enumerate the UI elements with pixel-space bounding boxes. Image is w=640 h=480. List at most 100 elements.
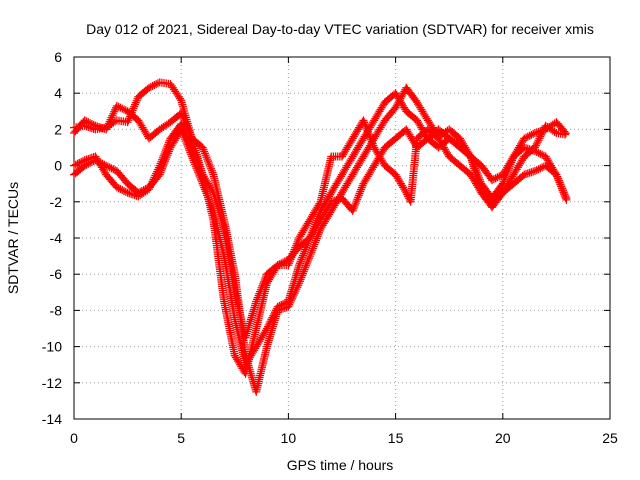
data-point [102,125,111,134]
data-point [131,98,140,107]
data-point [391,103,400,112]
data-point [78,157,87,166]
data-point [293,237,302,246]
data-point [559,188,568,197]
data-point [149,175,158,184]
data-point [159,151,168,160]
x-tick-label: 5 [177,430,185,446]
data-point [165,136,174,145]
data-point [132,96,141,105]
data-point [150,173,159,182]
data-point [397,92,406,101]
data-point [104,119,113,128]
data-point [369,141,378,150]
data-point [395,96,404,105]
data-point [71,160,80,169]
data-point [530,167,539,176]
data-point [178,121,187,130]
data-point [363,126,372,135]
data-point [103,123,112,132]
data-point [109,165,118,174]
data-point [195,162,204,171]
data-point [308,246,317,255]
data-point [87,119,96,128]
data-point [105,163,114,172]
data-point [300,247,309,256]
data-point [364,127,373,136]
data-point [261,326,270,335]
data-point [103,121,112,130]
data-point [560,190,569,199]
data-point [352,197,361,206]
data-point [527,130,536,139]
data-point [190,149,199,158]
data-point [262,324,271,333]
data-point [532,139,541,148]
data-point [301,263,310,272]
x-axis: 0 5 10 15 20 25 [70,57,618,446]
y-tick-label: -10 [42,339,62,355]
data-point [306,250,315,259]
data-point [70,161,78,170]
data-point [533,138,542,147]
data-point [351,199,360,208]
data-point [148,81,157,90]
data-point [364,129,373,138]
data-point [179,125,188,134]
data-point [180,127,189,136]
data-point [531,141,540,150]
data-point [186,139,195,148]
data-point [311,236,320,245]
data-point [305,252,314,261]
data-point [109,109,118,118]
data-point [185,137,194,146]
data-point [522,133,531,142]
series-track-3 [70,121,569,369]
data-point [269,311,278,320]
data-point [147,179,156,188]
data-point [110,107,119,116]
y-tick-label: -8 [50,302,63,318]
y-tick-label: 0 [54,158,62,174]
data-point [105,117,114,126]
data-point [158,153,167,162]
data-point [201,151,210,160]
data-point [121,187,130,196]
data-point [123,118,132,127]
data-point [153,165,162,174]
data-point [178,123,187,132]
data-point [162,144,171,153]
data-point [534,148,543,157]
data-point [161,146,170,155]
data-point [179,114,188,123]
data-point [270,310,279,319]
data-point [181,129,190,138]
data-point [392,101,401,110]
data-point [77,157,86,166]
data-point [560,130,569,139]
data-point [356,187,365,196]
data-point [196,164,205,173]
data-point [118,186,127,195]
data-point [107,164,116,173]
data-point [107,113,116,122]
data-point [538,150,547,159]
data-point [191,153,200,162]
grid-lines [74,57,610,419]
x-tick-label: 10 [281,430,297,446]
data-point [188,145,197,154]
data-point [553,174,562,183]
data-point [288,251,297,260]
data-point [275,301,284,310]
data-point [271,306,280,315]
data-point [114,184,123,193]
data-point [304,255,313,264]
data-point [197,168,206,177]
data-point [529,129,538,138]
data-point [279,300,288,309]
data-point [114,102,123,111]
data-point [536,132,545,141]
data-point [308,244,317,253]
data-point [366,133,375,142]
data-point [348,206,357,215]
